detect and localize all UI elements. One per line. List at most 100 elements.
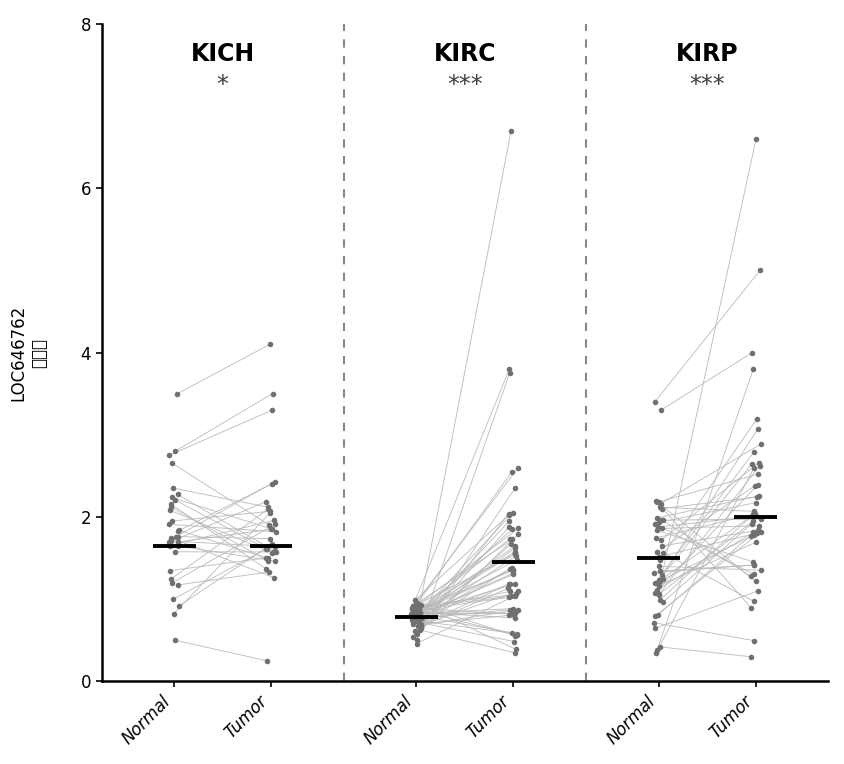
Point <box>652 580 665 592</box>
Point <box>410 597 424 610</box>
Point <box>168 494 181 506</box>
Point <box>405 614 419 626</box>
Point <box>506 567 520 579</box>
Point <box>506 636 520 648</box>
Point <box>653 534 667 546</box>
Point <box>506 565 519 577</box>
Point <box>746 363 760 375</box>
Point <box>748 480 761 492</box>
Point <box>262 566 275 578</box>
Point <box>654 513 668 526</box>
Point <box>501 521 515 533</box>
Point <box>743 570 756 582</box>
Point <box>753 564 766 576</box>
Point <box>752 460 766 472</box>
Point <box>168 545 181 558</box>
Point <box>259 543 273 555</box>
Point <box>507 646 521 659</box>
Point <box>411 620 425 633</box>
Point <box>652 560 665 572</box>
Point <box>744 458 758 470</box>
Point <box>404 603 418 615</box>
Text: ***: *** <box>689 73 724 97</box>
Point <box>744 517 758 529</box>
Point <box>260 655 273 667</box>
Point <box>261 503 274 516</box>
Point <box>746 508 760 520</box>
Point <box>406 608 419 620</box>
Text: *: * <box>217 73 229 97</box>
Point <box>260 543 273 555</box>
Point <box>647 610 661 622</box>
Point <box>746 461 760 474</box>
Point <box>750 468 764 481</box>
Point <box>409 604 423 616</box>
Point <box>503 585 517 597</box>
Text: KIRP: KIRP <box>675 42 738 66</box>
Point <box>170 387 184 400</box>
Point <box>262 501 275 513</box>
Point <box>750 422 764 435</box>
Point <box>164 573 177 585</box>
Point <box>265 523 279 536</box>
Point <box>407 604 420 616</box>
Point <box>648 646 662 659</box>
Point <box>259 495 273 507</box>
Point <box>752 264 766 277</box>
Point <box>408 624 421 636</box>
Point <box>502 515 516 527</box>
Point <box>744 346 758 358</box>
Point <box>405 611 419 623</box>
Point <box>503 604 517 616</box>
Point <box>509 549 522 562</box>
Point <box>408 604 422 616</box>
Point <box>753 438 766 450</box>
Point <box>745 555 759 568</box>
Point <box>749 479 763 491</box>
Point <box>508 549 522 561</box>
Point <box>406 600 419 612</box>
Point <box>502 533 516 545</box>
Point <box>649 532 663 544</box>
Point <box>409 633 423 646</box>
Point <box>410 598 424 610</box>
Point <box>652 575 666 587</box>
Point <box>262 519 276 531</box>
Point <box>163 565 176 577</box>
Point <box>268 518 282 530</box>
Point <box>502 591 516 604</box>
Point <box>411 613 425 625</box>
Point <box>652 501 666 513</box>
Point <box>751 490 765 502</box>
Point <box>751 456 765 468</box>
Point <box>511 528 525 540</box>
Point <box>749 490 763 503</box>
Point <box>750 524 764 536</box>
Point <box>414 620 427 633</box>
Point <box>411 616 425 628</box>
Point <box>262 533 276 545</box>
Point <box>413 624 426 636</box>
Point <box>501 610 515 622</box>
Point <box>746 595 760 607</box>
Point <box>162 518 176 530</box>
Text: KIRC: KIRC <box>433 42 495 66</box>
Point <box>164 539 177 552</box>
Point <box>508 545 522 558</box>
Point <box>653 497 667 510</box>
Point <box>508 643 522 656</box>
Point <box>506 608 520 620</box>
Point <box>411 607 425 620</box>
Point <box>506 507 519 519</box>
Point <box>656 546 669 558</box>
Point <box>165 491 178 503</box>
Point <box>650 545 663 558</box>
Point <box>166 608 180 620</box>
Point <box>508 542 522 554</box>
Point <box>262 338 276 351</box>
Point <box>504 562 517 575</box>
Point <box>652 574 665 586</box>
Point <box>747 505 760 517</box>
Point <box>268 540 281 552</box>
Point <box>269 546 283 558</box>
